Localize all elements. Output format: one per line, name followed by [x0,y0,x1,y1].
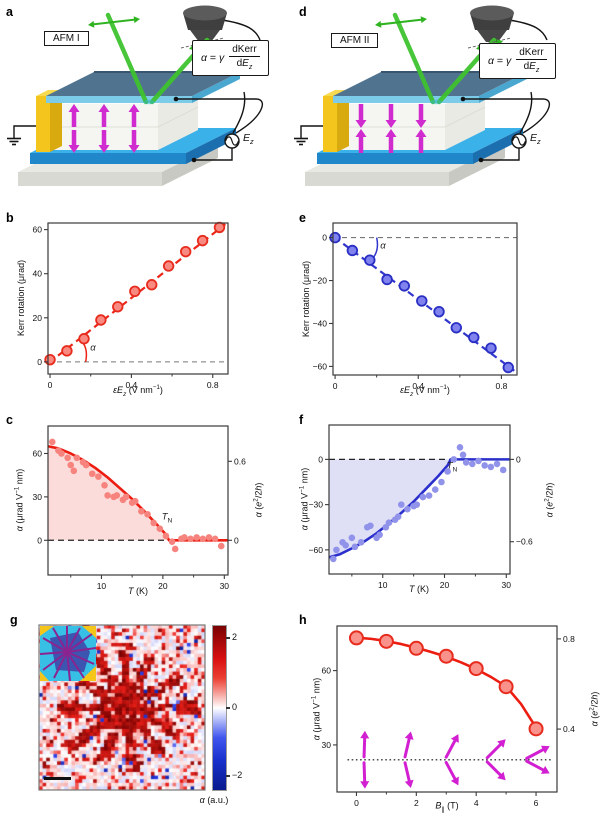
colorbar-label: α (a.u.) [199,795,229,805]
svg-text:−40: −40 [313,318,328,328]
c-y-axis-label-right: α (e2/2h) [252,482,264,518]
panel-letter-c: c [6,413,13,427]
b-y-axis-label: Kerr rotation (μrad) [16,259,26,337]
h-y-axis-label-left: α (μrad V−1 nm) [310,677,322,741]
e-alpha-annotation: α [380,240,386,252]
c-y-axis-label-left: α (μrad V−1 nm) [13,468,25,532]
b-alpha-annotation: α [90,342,96,354]
svg-text:40: 40 [33,269,43,279]
svg-text:−30: −30 [309,500,324,510]
svg-text:30: 30 [502,580,512,590]
ez-source-label-d: Ez [530,132,541,147]
equation-box-a: α = γ dKerr dEz [192,40,269,76]
svg-text:4: 4 [474,798,479,808]
c-neel-temperature-label: TN [161,511,173,525]
svg-text:0.8: 0.8 [495,381,507,391]
panel-letter-f: f [299,413,304,427]
svg-text:0.6: 0.6 [234,456,246,466]
panel-letter-d: d [299,5,307,19]
chart-e: 0 0.4 0.8 0 −20 −40 −60 [313,222,518,391]
equation-fraction: dKerr dEz [516,47,547,75]
svg-text:0: 0 [318,454,323,464]
scale-bar [44,777,71,780]
colorbar-tick-label-zero: 0 [232,702,238,712]
colorbar-tick-label-max: 2 [232,632,238,642]
f-neel-temperature-label: TN [446,460,458,474]
equation-alpha: α [201,51,207,64]
h-x-axis-label: B∥ (T) [435,800,459,814]
inset-gold-contact [40,626,54,636]
chart-c: 10 20 30 0 30 60 0 0.6 [33,425,246,591]
svg-text:0: 0 [37,535,42,545]
device-inset [40,626,96,681]
svg-text:0.8: 0.8 [207,380,219,390]
svg-text:−60: −60 [309,545,324,555]
e-x-axis-label: εEz (V nm−1) [400,384,450,398]
svg-text:0: 0 [37,357,42,367]
svg-text:10: 10 [97,581,107,591]
equation-box-d: α = γ dKerr dEz [479,43,556,79]
svg-text:20: 20 [440,580,450,590]
device-label-afm2: AFM II [331,33,379,48]
ez-source-label-a: Ez [243,132,254,147]
c-x-axis-label: T (K) [128,586,148,596]
panel-letter-h: h [299,613,307,627]
f-x-axis-label: T (K) [409,584,429,594]
svg-text:0: 0 [234,535,239,545]
svg-text:0: 0 [322,233,327,243]
svg-text:−20: −20 [313,276,328,286]
svg-text:30: 30 [33,492,43,502]
chart-h: 0 2 4 6 30 60 0.4 0.8 [322,625,575,808]
panel-letter-g: g [10,613,18,627]
f-y-axis-label-left: α (μrad V−1 nm) [298,467,310,531]
svg-text:0.4: 0.4 [125,380,137,390]
panel-letter-a: a [6,5,13,19]
svg-text:20: 20 [33,313,43,323]
f-y-axis-label-right: α (e2/2h) [543,482,555,518]
svg-text:60: 60 [322,666,332,676]
svg-text:0.4: 0.4 [563,724,575,734]
inset-gold-contact [40,671,49,681]
equation-fraction: dKerr dEz [229,44,260,72]
svg-text:0.8: 0.8 [563,634,575,644]
svg-text:−0.6: −0.6 [516,537,533,547]
svg-text:30: 30 [322,740,332,750]
svg-text:10: 10 [378,580,388,590]
svg-text:60: 60 [33,448,43,458]
svg-text:20: 20 [158,581,168,591]
inset-electrodes [40,626,96,681]
inset-gold-contact [82,626,96,638]
svg-text:0: 0 [516,454,521,464]
svg-text:2: 2 [414,798,419,808]
device-schematic [294,5,551,186]
svg-text:30: 30 [220,581,230,591]
panel-letter-b: b [6,211,14,225]
b-x-axis-label: εEz (V nm−1) [113,384,163,398]
colorbar-tick [226,707,230,709]
chart-f: 10 20 30 0 −30 −60 0 −0.6 [309,424,533,590]
svg-text:0.4: 0.4 [412,381,424,391]
colorbar [212,625,227,791]
equation-alpha: α [488,54,494,67]
svg-text:0: 0 [48,380,53,390]
svg-text:60: 60 [33,225,43,235]
chart-b: 0 0.4 0.8 0 20 40 60 [33,221,229,390]
svg-text:6: 6 [534,798,539,808]
colorbar-tick [226,775,230,777]
h-y-axis-label-right: α (e2/2h) [588,691,600,727]
svg-text:−60: −60 [313,361,328,371]
panel-letter-e: e [299,211,306,225]
colorbar-tick-label-min: −2 [232,770,243,780]
device-schematic [7,5,264,186]
svg-text:0: 0 [354,798,359,808]
e-y-axis-label: Kerr rotation (μrad) [301,260,311,338]
device-label-afm1: AFM I [44,31,89,46]
colorbar-tick [226,637,230,639]
svg-text:0: 0 [333,381,338,391]
